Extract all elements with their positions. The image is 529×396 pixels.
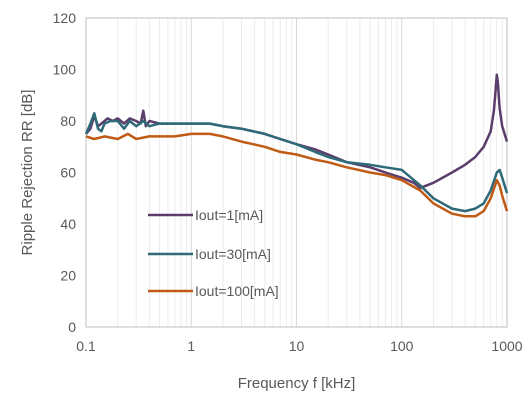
x-tick-label: 1 — [187, 338, 195, 354]
series-line-2 — [84, 112, 509, 213]
x-axis-title: Frequency f [kHz] — [238, 375, 356, 392]
legend-label: Iout=30[mA] — [195, 246, 271, 262]
legend-label: Iout=100[mA] — [195, 283, 279, 299]
x-tick-label: 0.1 — [76, 338, 96, 354]
y-tick-label: 20 — [60, 268, 76, 284]
plot-area-frame — [85, 17, 508, 328]
x-axis-ticks: 0.1 1 10 100 1000 — [76, 338, 523, 354]
x-tick-label: 100 — [390, 338, 414, 354]
x-tick-label: 10 — [289, 338, 305, 354]
y-tick-label: 60 — [60, 165, 76, 181]
series-lines — [84, 73, 509, 218]
y-tick-label: 80 — [60, 113, 76, 129]
series-line-3 — [85, 132, 509, 218]
legend-label: Iout=1[mA] — [195, 207, 263, 223]
y-tick-label: 100 — [53, 62, 77, 78]
y-tick-label: 40 — [60, 216, 76, 232]
y-axis-ticks: 0 20 40 60 80 100 120 — [53, 10, 77, 335]
grid — [85, 18, 508, 327]
y-axis-title: Ripple Rejection RR [dB] — [19, 90, 36, 256]
x-tick-label: 1000 — [491, 338, 522, 354]
legend: Iout=1[mA] Iout=30[mA] Iout=100[mA] — [148, 207, 279, 299]
y-tick-label: 0 — [68, 319, 76, 335]
y-tick-label: 120 — [53, 10, 77, 26]
